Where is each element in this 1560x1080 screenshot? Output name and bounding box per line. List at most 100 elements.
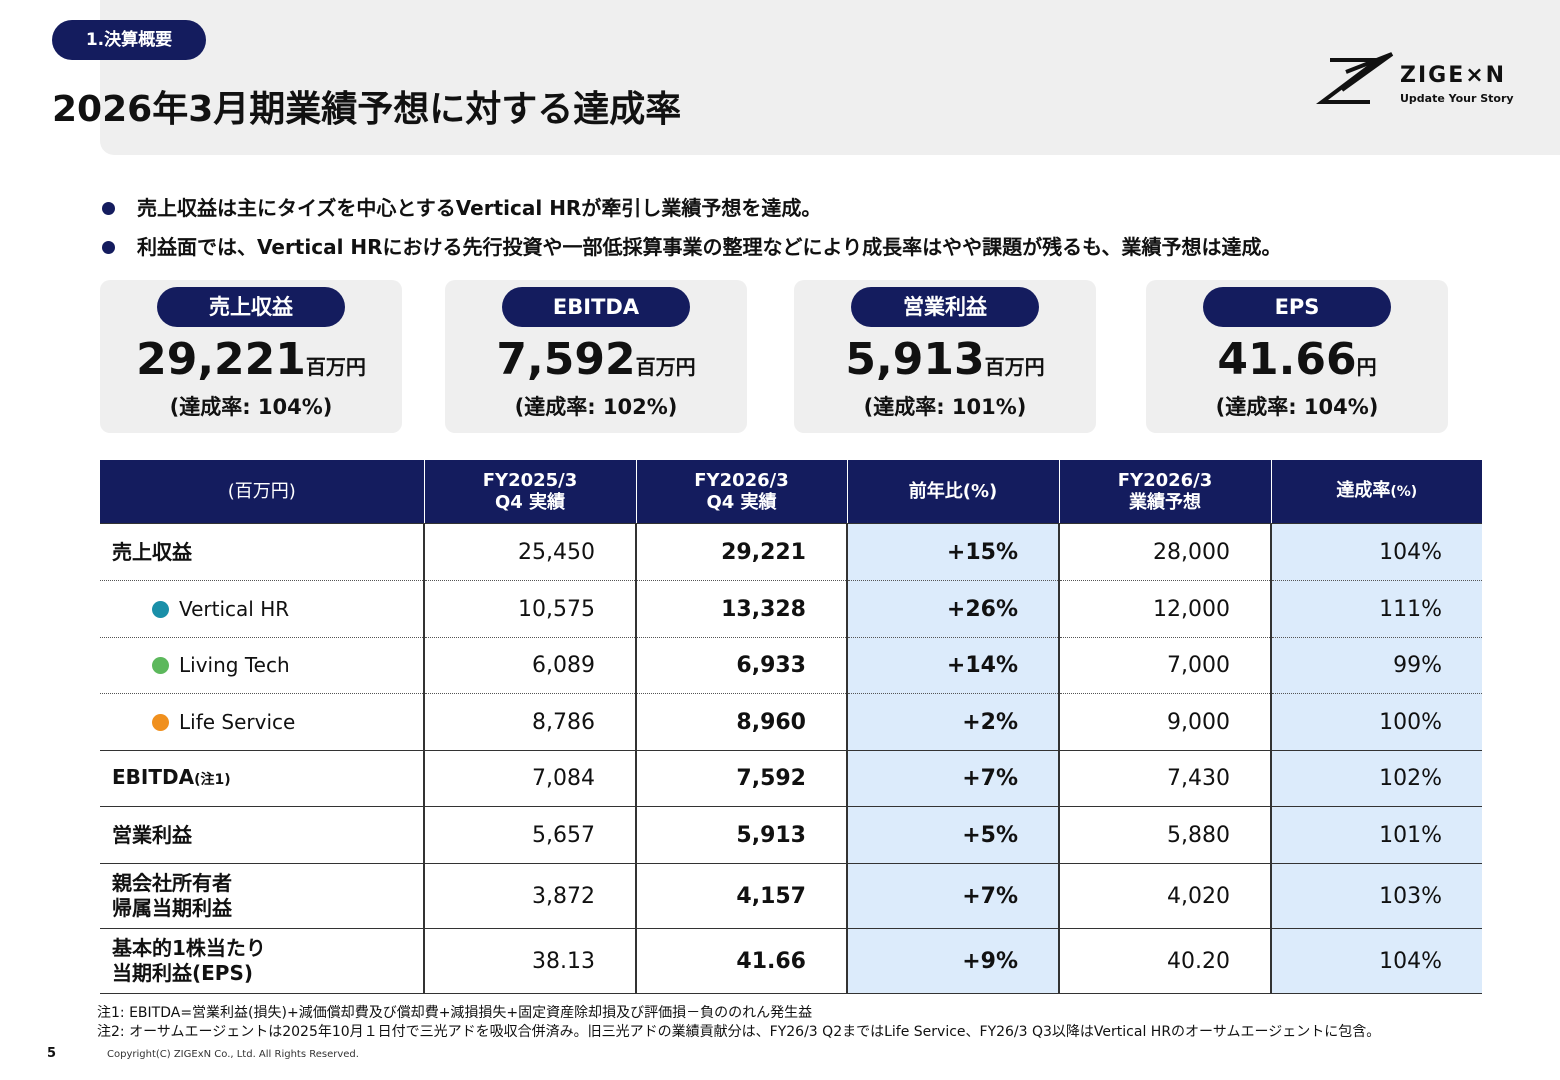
table-cell: 6,089 (423, 637, 636, 694)
kpi-unit: 百万円 (984, 355, 1045, 379)
row-label: Living Tech (100, 637, 424, 694)
kpi-value: 7,592百万円 (445, 333, 747, 387)
kpi-number: 7,592 (496, 334, 636, 385)
column-header: (百万円) (100, 460, 424, 524)
row-label-text: Vertical HR (179, 596, 290, 621)
segment-dot (152, 713, 169, 731)
table-row: EBITDA(注1) 7,084 7,592 +7% 7,430 102% (100, 750, 1482, 807)
kpi-rate: (達成率: 104%) (1215, 395, 1379, 419)
header-text: FY2026/3 Q4 実績 (694, 469, 789, 513)
table-row: Life Service 8,786 8,960 +2% 9,000 100% (100, 693, 1482, 751)
logo-tagline: Update Your Story (1400, 92, 1514, 105)
notes: 注1: EBITDA=営業利益(損失)+減価償却費及び償却費+減損損失+固定資産… (97, 1004, 1380, 1042)
table-cell: 4,157 (635, 863, 847, 929)
table-cell: 25,450 (423, 523, 636, 581)
kpi-value: 5,913百万円 (794, 333, 1096, 387)
row-label-text: EBITDA (112, 764, 195, 789)
table-cell: 9,000 (1058, 693, 1271, 751)
note: 注1: EBITDA=営業利益(損失)+減価償却費及び償却費+減損損失+固定資産… (97, 1005, 813, 1021)
table-cell: 7,430 (1058, 750, 1271, 807)
row-label: Vertical HR (100, 580, 424, 638)
kpi-value: 29,221百万円 (100, 333, 402, 387)
table-cell: 7,000 (1058, 637, 1271, 694)
table-cell: 111% (1270, 580, 1482, 638)
kpi-rate: (達成率: 104%) (169, 395, 333, 419)
header-text: FY2026/3 業績予想 (1117, 469, 1213, 513)
kpi-number: 5,913 (845, 334, 985, 385)
column-header: FY2026/3 業績予想 (1058, 460, 1271, 524)
kpi-unit: 円 (1356, 355, 1377, 379)
table-cell: +14% (846, 637, 1059, 694)
section-pill: 1.決算概要 (52, 20, 206, 60)
kpi-label: 営業利益 (851, 287, 1039, 327)
bullet: 売上収益は主にタイズを中心とするVertical HRが牽引し業績予想を達成。 (100, 190, 1540, 229)
kpi-number: 29,221 (136, 334, 306, 385)
table-cell: 5,657 (423, 806, 636, 864)
bullet-list: 売上収益は主にタイズを中心とするVertical HRが牽引し業績予想を達成。利… (100, 190, 1540, 268)
table-cell: 99% (1270, 637, 1482, 694)
table-cell: +7% (846, 863, 1059, 929)
table-row: 基本的1株当たり 当期利益(EPS) 38.13 41.66 +9% 40.20 104% (100, 928, 1482, 994)
kpi-label: EPS (1203, 287, 1391, 327)
table-cell: +9% (846, 928, 1059, 994)
table-cell: 104% (1270, 523, 1482, 581)
row-label: 基本的1株当たり 当期利益(EPS) (100, 928, 424, 994)
note: 注2: オーサムエージェントは2025年10月１日付で三光アドを吸収合併済み。旧… (97, 1024, 1381, 1040)
row-label-text: 営業利益 (112, 822, 192, 847)
kpi-card: 営業利益 5,913百万円 (達成率: 101%) (794, 280, 1096, 433)
slide-title: 2026年3月期業績予想に対する達成率 (52, 89, 682, 130)
row-label-note: (注1) (194, 771, 231, 788)
table-cell: 40.20 (1058, 928, 1271, 994)
row-label: 売上収益 (100, 523, 424, 581)
kpi-unit: 百万円 (635, 355, 696, 379)
kpi-label: 売上収益 (157, 287, 345, 327)
row-label: 営業利益 (100, 806, 424, 864)
table-row: 営業利益 5,657 5,913 +5% 5,880 101% (100, 806, 1482, 864)
table-body: 売上収益 25,450 29,221 +15% 28,000 104% Vertical H… (100, 523, 1482, 994)
table-cell: 29,221 (635, 523, 847, 581)
table-cell: 41.66 (635, 928, 847, 994)
kpi-card: EPS 41.66円 (達成率: 104%) (1146, 280, 1448, 433)
table-cell: 6,933 (635, 637, 847, 694)
row-label-text: 基本的1株当たり 当期利益(EPS) (112, 936, 266, 985)
table-row: 売上収益 25,450 29,221 +15% 28,000 104% (100, 523, 1482, 581)
kpi-value: 41.66円 (1146, 333, 1448, 387)
table-cell: 100% (1270, 693, 1482, 751)
kpi-rate: (達成率: 101%) (863, 395, 1027, 419)
header-text: 前年比(%) (908, 480, 998, 502)
table-cell: +2% (846, 693, 1059, 751)
row-label-text: 売上収益 (112, 539, 192, 564)
table-cell: 4,020 (1058, 863, 1271, 929)
row-label-text: 親会社所有者 帰属当期利益 (112, 871, 232, 920)
table-header: (百万円) FY2025/3 Q4 実績 FY2026/3 Q4 実績 前年比(%) F… (100, 460, 1482, 524)
table-row: Living Tech 6,089 6,933 +14% 7,000 99% (100, 637, 1482, 694)
segment-dot (152, 600, 169, 618)
header-text: (百万円) (227, 480, 296, 502)
table-cell: 104% (1270, 928, 1482, 994)
logo: ZIGE×N Update Your Story (1316, 52, 1514, 105)
header-text: 達成率 (1336, 480, 1391, 501)
segment-dot (152, 657, 169, 674)
kpi-card: 売上収益 29,221百万円 (達成率: 104%) (100, 280, 402, 433)
table-cell: 10,575 (423, 580, 636, 638)
kpi-unit: 百万円 (305, 355, 366, 379)
table-cell: 12,000 (1058, 580, 1271, 638)
header-band (100, 0, 1560, 155)
table-cell: 13,328 (635, 580, 847, 638)
row-label: Life Service (100, 693, 424, 751)
table-cell: 8,786 (423, 693, 636, 751)
row-label: EBITDA(注1) (100, 750, 424, 807)
table-cell: +5% (846, 806, 1059, 864)
table-cell: 7,592 (635, 750, 847, 807)
table-cell: 101% (1270, 806, 1482, 864)
table-cell: 102% (1270, 750, 1482, 807)
table-cell: 8,960 (635, 693, 847, 751)
table-cell: 103% (1270, 863, 1482, 929)
table-cell: 28,000 (1058, 523, 1271, 581)
kpi-number: 41.66 (1217, 334, 1357, 385)
results-table: (百万円) FY2025/3 Q4 実績 FY2026/3 Q4 実績 前年比(%) F… (100, 460, 1482, 994)
table-cell: +7% (846, 750, 1059, 807)
row-label: 親会社所有者 帰属当期利益 (100, 863, 424, 929)
table-cell: 3,872 (423, 863, 636, 929)
